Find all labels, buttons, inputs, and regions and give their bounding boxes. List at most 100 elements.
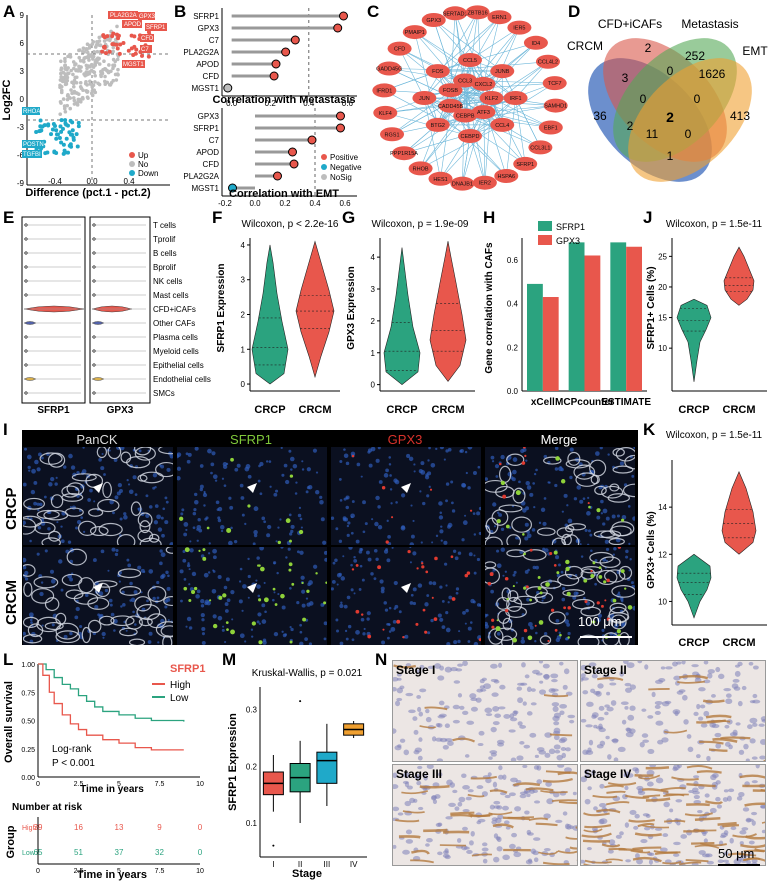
venn-number: 2 <box>627 119 634 133</box>
volcano-point <box>101 68 105 72</box>
volcano-point-down <box>59 129 64 134</box>
volcano-point-down <box>53 124 58 129</box>
panel-a-ytick: -6 <box>17 151 25 160</box>
panel-b-top-gene-label: PLA2G2A <box>183 48 219 57</box>
panel-b-top-gene-label: CFD <box>203 72 220 81</box>
network-edge <box>469 135 507 177</box>
arrowhead-marker <box>401 483 411 493</box>
network-edge <box>424 12 478 99</box>
volcano-point <box>71 81 76 86</box>
panel-a-xtick: 0.0 <box>86 177 98 186</box>
panel-m-boxplot: Kruskal-Wallis, p = 0.021 SFRP1 Expressi… <box>227 668 367 880</box>
volcano-point <box>72 66 76 71</box>
volcano-point-up <box>114 32 119 37</box>
panel-e-celltype-label: Other CAFs <box>153 319 195 328</box>
volcano-point <box>69 68 73 73</box>
panel-b-top-dot <box>339 11 348 21</box>
panel-j-ylabel: SFRP1+ Cells (%) <box>646 266 657 349</box>
panel-b-bottom-xtick: 0.2 <box>279 199 291 208</box>
panel-label-f: F <box>212 208 223 227</box>
network-node-label: JUNB <box>495 69 510 75</box>
volcano-point <box>85 42 90 46</box>
volcano-point-down <box>49 132 54 137</box>
panel-g-ylabel: GPX3 Expression <box>346 266 357 349</box>
volcano-point-up <box>129 33 134 38</box>
network-node-label: TCF7 <box>548 81 562 87</box>
venn-number: 0 <box>640 92 647 106</box>
volcano-point <box>102 59 106 63</box>
volcano-point <box>80 95 85 100</box>
panel-l-pval: P < 0.001 <box>52 758 95 769</box>
panel-l-ylabel: Overall survival <box>3 681 15 763</box>
km-risk-low: 65 <box>34 848 43 857</box>
panel-h-category-label: ESTIMATE <box>601 397 651 408</box>
network-node-label: ZBTB16 <box>467 10 487 16</box>
panel-b-top-dot <box>281 47 291 57</box>
volcano-point-up <box>110 42 115 47</box>
volcano-point <box>86 55 90 60</box>
volcano-point-up <box>103 51 108 56</box>
panel-g-title: Wilcoxon, p = 1.9e-09 <box>372 219 469 230</box>
panel-d-venn-diagram: CRCM CFD+iCAFs Metastasis EMT 36 3 2 252… <box>567 17 768 182</box>
violinF-ytick: 4 <box>241 241 246 250</box>
panel-b-legend-nosig: NoSig <box>330 173 352 182</box>
network-node-label: KLF2 <box>485 96 498 102</box>
panel-a-ylabel: Log2FC <box>1 79 13 120</box>
panel-a-legend-no: No <box>138 160 149 169</box>
panel-l-risk-xtick: 7.5 <box>155 868 165 875</box>
panel-m-group: III <box>324 860 331 869</box>
network-edge <box>483 105 556 113</box>
panel-b-top-xtick: 0.4 <box>303 99 315 108</box>
panel-b-bottom-dot <box>273 171 282 181</box>
network-edge <box>437 105 556 126</box>
volcano-point-down <box>74 132 79 137</box>
network-node <box>438 83 463 98</box>
panel-a-ytick: 0 <box>20 95 25 104</box>
ihc-tile-stage-1: Stage I <box>392 660 578 762</box>
volcano-point <box>103 74 107 79</box>
volcano-point <box>68 106 73 111</box>
volcano-point <box>91 83 96 88</box>
network-edge <box>483 17 500 84</box>
panel-e-celltype-label: NK cells <box>153 277 182 286</box>
volcano-point <box>63 80 68 84</box>
panel-e-celltype-label: CFD+iCAFs <box>153 305 196 314</box>
network-edge <box>437 42 537 72</box>
volcano-point <box>59 88 64 93</box>
network-node-label: CXCL2 <box>475 82 493 88</box>
panel-h-bar <box>542 297 559 391</box>
network-node-label: FOSB <box>443 88 458 94</box>
panel-e-celltype-label: Plasma cells <box>153 333 198 342</box>
volcano-point <box>77 55 82 60</box>
volcano-point <box>97 62 102 66</box>
ihc-stage-label: Stage I <box>396 663 436 677</box>
panel-l-risk-row-high: High <box>22 825 37 832</box>
ihc-stage-label: Stage IV <box>584 767 632 781</box>
network-node-label: CCL3L1 <box>530 145 550 151</box>
panel-h-bar <box>584 255 601 391</box>
ihc-stage-label: Stage II <box>584 663 627 677</box>
panel-a-up-label: MGST1 <box>123 62 144 68</box>
panel-j-group: CRCM <box>723 404 756 416</box>
network-edge <box>414 31 439 125</box>
panel-l-risk-row-low: Low <box>22 850 36 857</box>
panel-l-xtick: 10 <box>196 781 204 788</box>
row-label-crcp: CRCP <box>3 487 20 530</box>
panel-a-up-label: CFD <box>141 36 154 42</box>
panel-l-risk-ylabel: Group <box>5 825 17 858</box>
micro-tile-merge-crcm <box>485 547 635 645</box>
network-node <box>458 53 482 67</box>
micro-tile-gpx3-crcp <box>331 447 481 545</box>
volcano-point <box>107 83 112 87</box>
panel-e-frame <box>21 216 86 404</box>
panel-e-celltype-label: Tprolif <box>153 235 176 244</box>
network-edge <box>464 59 471 116</box>
km-curve-low <box>38 663 185 722</box>
violinG-ytick: 1 <box>371 349 376 358</box>
panel-b-top-gene-label: SFRP1 <box>193 12 219 21</box>
network-node-label: SERTAD1 <box>443 11 468 17</box>
volcano-point <box>65 97 70 102</box>
panel-label-l: L <box>3 650 14 669</box>
ihc-tile-stage-4: Stage IV <box>580 764 766 866</box>
volcano-point <box>59 75 63 79</box>
